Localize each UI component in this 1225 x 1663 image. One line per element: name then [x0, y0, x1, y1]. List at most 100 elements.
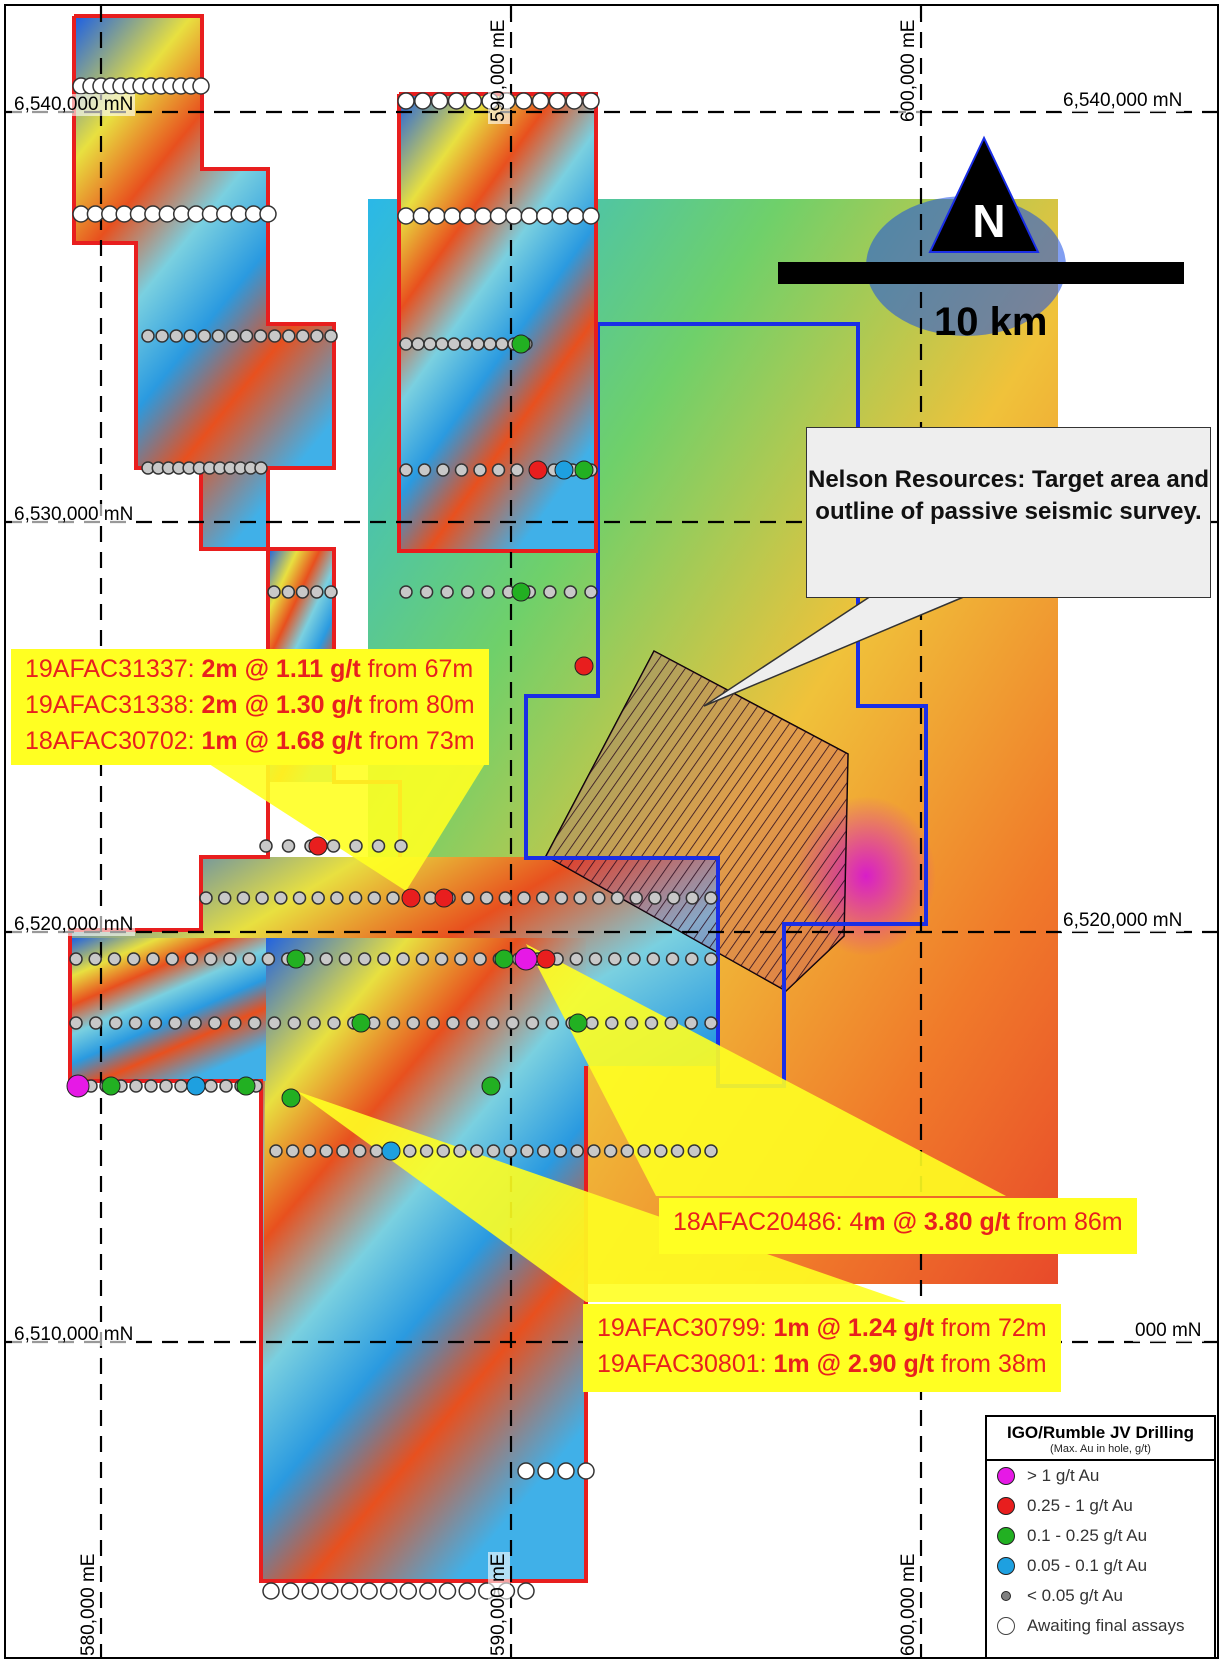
drill-hole — [338, 952, 353, 966]
drill-hole — [188, 1016, 202, 1030]
drill-hole — [460, 585, 475, 599]
drill-hole — [543, 585, 557, 599]
drill-hole — [454, 952, 468, 966]
assay-depth: from 72m — [934, 1314, 1047, 1342]
drill-hole-anomalous — [281, 1088, 301, 1108]
drill-hole — [577, 1462, 595, 1480]
drill-hole — [204, 1079, 218, 1093]
hole-id: 18AFAC30702: — [25, 727, 202, 755]
drill-hole — [664, 1016, 679, 1030]
drill-hole — [430, 92, 449, 110]
drill-hole — [582, 92, 600, 110]
legend-item-label: 0.25 - 1 g/t Au — [1027, 1496, 1133, 1515]
drill-hole — [414, 92, 432, 110]
drill-hole — [216, 205, 234, 223]
drill-hole — [336, 1144, 350, 1158]
legend-title: IGO/Rumble JV Drilling — [1006, 1423, 1195, 1442]
legend-item: 0.25 - 1 g/t Au — [987, 1491, 1214, 1521]
drill-hole — [302, 1144, 317, 1158]
drill-hole-anomalous — [568, 1013, 588, 1033]
drill-hole — [158, 205, 177, 223]
drill-hole — [419, 1582, 437, 1600]
legend-item-label: < 0.05 g/t Au — [1027, 1586, 1123, 1605]
drill-hole — [228, 1016, 242, 1030]
drill-hole — [624, 1016, 639, 1030]
drill-hole — [464, 92, 483, 110]
drill-hole — [551, 207, 569, 225]
drill-hole-anomalous — [434, 888, 454, 908]
hole-id: 19AFAC31337: — [25, 655, 202, 683]
assay-interval: 1m @ 1.68 g/t — [201, 727, 363, 755]
drill-hole — [458, 1582, 476, 1600]
drill-hole — [644, 1016, 659, 1030]
drill-hole — [440, 585, 454, 599]
drill-hole — [687, 1144, 702, 1158]
drill-hole — [230, 205, 248, 223]
drill-hole — [296, 329, 310, 343]
drill-hole — [403, 1144, 417, 1158]
assay-depth: from 67m — [360, 655, 474, 683]
drill-hole — [247, 1016, 262, 1030]
scale-bar — [778, 262, 1184, 284]
drill-hole — [491, 463, 506, 477]
drill-hole — [620, 1144, 635, 1158]
drill-hole — [326, 839, 341, 853]
drill-hole — [412, 207, 431, 225]
drill-hole — [295, 585, 310, 599]
assay-depth: from 86m — [1010, 1208, 1123, 1236]
legend-item: 0.05 - 0.1 g/t Au — [987, 1551, 1214, 1581]
drill-hole — [244, 205, 263, 223]
assay-callout: 19AFAC31337: 2m @ 1.11 g/t from 67m 19AF… — [11, 649, 489, 765]
northing-label: 6,510,000 mN — [12, 1324, 136, 1346]
legend-symbol-icon — [1001, 1591, 1011, 1601]
assay-line: 18AFAC20486: 4m @ 3.80 g/t from 86m — [673, 1204, 1123, 1240]
drill-hole — [592, 891, 606, 905]
legend-symbol-icon — [997, 1557, 1015, 1575]
drill-hole — [310, 585, 324, 599]
drill-hole — [267, 1016, 282, 1030]
assay-line: 18AFAC30702: 1m @ 1.68 g/t from 73m — [25, 723, 475, 759]
drill-hole — [301, 1582, 319, 1600]
drill-hole — [399, 585, 413, 599]
drill-hole — [399, 463, 413, 477]
drill-hole — [545, 1016, 560, 1030]
drill-hole — [223, 952, 237, 966]
drill-hole-anomalous — [308, 836, 328, 856]
drill-hole — [438, 1582, 457, 1600]
assay-line: 19AFAC31337: 2m @ 1.11 g/t from 67m — [25, 651, 475, 687]
drill-hole — [489, 207, 508, 225]
drill-hole — [253, 329, 268, 343]
assay-depth: from 80m — [362, 691, 475, 719]
drill-hole — [169, 329, 183, 343]
drill-hole — [569, 952, 584, 966]
drill-hole — [155, 329, 169, 343]
drill-hole — [517, 891, 531, 905]
drill-hole — [327, 1016, 341, 1030]
drill-hole — [458, 207, 477, 225]
drill-hole — [141, 329, 155, 343]
drill-hole — [267, 329, 282, 343]
drill-hole — [183, 329, 197, 343]
drill-hole — [428, 207, 446, 225]
drill-hole — [417, 463, 432, 477]
assay-interval: 2m @ 1.11 g/t — [201, 655, 361, 683]
legend-item-label: 0.1 - 0.25 g/t Au — [1027, 1526, 1148, 1545]
drill-holes — [66, 77, 718, 1600]
drill-hole — [419, 1144, 434, 1158]
drill-hole — [419, 585, 434, 599]
legend-item: > 1 g/t Au — [987, 1461, 1214, 1491]
drill-hole — [610, 891, 625, 905]
drill-hole — [397, 207, 415, 225]
drill-hole — [434, 952, 449, 966]
drill-hole — [311, 891, 325, 905]
drill-hole — [566, 207, 585, 225]
drill-hole — [573, 891, 587, 905]
northing-label-right: 6,520,000 mN — [1061, 910, 1185, 932]
drill-hole — [588, 952, 603, 966]
drill-hole — [670, 1144, 685, 1158]
drill-hole — [108, 1016, 123, 1030]
drill-hole — [473, 463, 487, 477]
drill-hole — [514, 92, 533, 110]
drill-hole — [168, 1016, 182, 1030]
drill-hole — [69, 1016, 83, 1030]
